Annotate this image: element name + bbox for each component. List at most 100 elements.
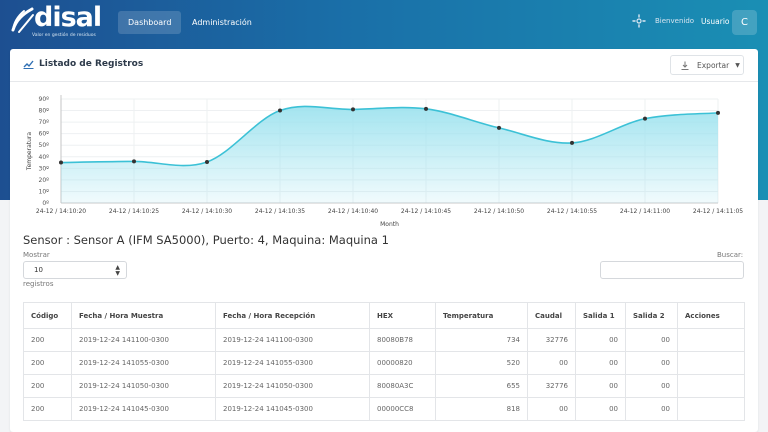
- data-point: [424, 106, 428, 111]
- x-tick-label: 24-12 / 14:10:45: [401, 208, 451, 215]
- y-tick-label: 90º: [39, 96, 50, 103]
- column-header[interactable]: Fecha / Hora Recepción: [215, 302, 370, 329]
- logo[interactable]: disal Valor en gestión de residuos: [10, 2, 110, 40]
- actions-cell[interactable]: [677, 397, 745, 421]
- table-cell: 00: [625, 351, 678, 375]
- x-tick-label: 24-12 / 14:10:25: [109, 208, 159, 215]
- records-table: Código Fecha / Hora Muestra Fecha / Hora…: [23, 302, 745, 421]
- user-name[interactable]: Usuario: [701, 17, 730, 26]
- actions-cell[interactable]: [677, 328, 745, 352]
- logo-tagline: Valor en gestión de residuos: [32, 33, 96, 38]
- table-cell: 00: [575, 328, 626, 352]
- data-point: [278, 108, 282, 113]
- data-point: [205, 159, 209, 164]
- export-button[interactable]: Exportar ▼: [670, 55, 744, 75]
- data-point: [643, 116, 647, 121]
- table-cell: 200: [23, 397, 72, 421]
- nav-dashboard[interactable]: Dashboard: [118, 11, 182, 34]
- temperature-chart: 0º 10º 20º 30º 40º 50º 60º 70º 80º 90º 24-12 / 14:…: [26, 95, 743, 228]
- column-header[interactable]: HEX: [369, 302, 436, 329]
- chart-line-icon: [23, 60, 34, 69]
- table-row: 200 2019-12-24 141045-0300 2019-12-24 14…: [23, 397, 745, 421]
- y-tick-label: 30º: [39, 165, 50, 172]
- data-point: [132, 159, 136, 164]
- page-size-value: 10: [34, 266, 43, 274]
- y-tick-label: 50º: [39, 142, 50, 149]
- table-cell: 00000820: [369, 351, 436, 375]
- table-cell: 2019-12-24 141055-0300: [215, 351, 370, 375]
- x-axis-title: Month: [380, 221, 399, 228]
- table-cell: 2019-12-24 141055-0300: [71, 351, 216, 375]
- x-tick-label: 24-12 / 14:11:00: [620, 208, 670, 215]
- table-cell: 80080A3C: [369, 374, 436, 398]
- table-header-row: Código Fecha / Hora Muestra Fecha / Hora…: [23, 302, 745, 329]
- table-cell: 200: [23, 328, 72, 352]
- settings-icon[interactable]: [632, 14, 646, 28]
- data-point: [59, 160, 63, 165]
- nav-administracion[interactable]: Administración: [192, 18, 252, 27]
- series-area: [61, 106, 718, 203]
- table-cell: 32776: [527, 328, 576, 352]
- x-tick-label: 24-12 / 14:10:35: [255, 208, 305, 215]
- top-navbar: disal Valor en gestión de residuos Dashb…: [0, 0, 768, 46]
- chevron-down-icon: ▼: [735, 61, 740, 69]
- table-cell: 80080B78: [369, 328, 436, 352]
- column-header[interactable]: Código: [23, 302, 72, 329]
- column-header[interactable]: Temperatura: [435, 302, 528, 329]
- search-input[interactable]: [600, 261, 744, 279]
- card-header: Listado de Registros Exportar ▼: [10, 49, 758, 82]
- table-row: 200 2019-12-24 141100-0300 2019-12-24 14…: [23, 328, 745, 352]
- table-row: 200 2019-12-24 141055-0300 2019-12-24 14…: [23, 351, 745, 375]
- column-header[interactable]: Caudal: [527, 302, 576, 329]
- table-cell: 2019-12-24 141100-0300: [71, 328, 216, 352]
- column-header[interactable]: Fecha / Hora Muestra: [71, 302, 216, 329]
- table-cell: 00: [625, 374, 678, 398]
- logo-mark-icon: [11, 7, 34, 33]
- table-cell: 520: [435, 351, 528, 375]
- download-icon: [681, 61, 689, 70]
- x-tick-label: 24-12 / 14:10:50: [474, 208, 524, 215]
- y-tick-label: 80º: [39, 108, 50, 115]
- y-tick-label: 60º: [39, 131, 50, 138]
- data-point: [570, 140, 574, 145]
- export-label: Exportar: [697, 60, 730, 70]
- table-cell: 00: [625, 397, 678, 421]
- logo-text: disal: [34, 2, 102, 33]
- table-cell: 00: [575, 351, 626, 375]
- x-tick-label: 24-12 / 14:10:55: [547, 208, 597, 215]
- avatar[interactable]: C: [732, 10, 757, 35]
- table-cell: 2019-12-24 141050-0300: [71, 374, 216, 398]
- column-header: Acciones: [677, 302, 745, 329]
- show-label: Mostrar: [23, 251, 50, 259]
- sensor-title: Sensor : Sensor A (IFM SA5000), Puerto: …: [23, 233, 389, 247]
- page-size-select[interactable]: 10 ▲ ▼: [23, 261, 127, 279]
- table-cell: 00: [527, 397, 576, 421]
- column-header[interactable]: Salida 1: [575, 302, 626, 329]
- table-cell: 2019-12-24 141045-0300: [71, 397, 216, 421]
- card-title: Listado de Registros: [39, 59, 144, 69]
- column-header[interactable]: Salida 2: [625, 302, 678, 329]
- table-row: 200 2019-12-24 141050-0300 2019-12-24 14…: [23, 374, 745, 398]
- welcome-text: Bienvenido: [655, 17, 695, 25]
- table-cell: 00: [575, 397, 626, 421]
- data-point: [351, 107, 355, 112]
- actions-cell[interactable]: [677, 374, 745, 398]
- search-label: Buscar:: [717, 251, 744, 259]
- actions-cell[interactable]: [677, 351, 745, 375]
- records-card: Listado de Registros Exportar ▼ 0º 10º 20º…: [10, 49, 758, 432]
- y-tick-label: 70º: [39, 119, 50, 126]
- data-point: [497, 125, 501, 130]
- table-cell: 2019-12-24 141100-0300: [215, 328, 370, 352]
- table-cell: 655: [435, 374, 528, 398]
- x-tick-label: 24-12 / 14:10:20: [36, 208, 86, 215]
- table-cell: 00: [527, 351, 576, 375]
- y-tick-label: 40º: [39, 154, 50, 161]
- y-tick-label: 0º: [42, 200, 49, 207]
- table-cell: 00000CC8: [369, 397, 436, 421]
- table-cell: 200: [23, 374, 72, 398]
- y-tick-label: 10º: [39, 188, 50, 195]
- table-cell: 2019-12-24 141045-0300: [215, 397, 370, 421]
- table-cell: 200: [23, 351, 72, 375]
- table-cell: 00: [575, 374, 626, 398]
- series-line: [60, 105, 719, 167]
